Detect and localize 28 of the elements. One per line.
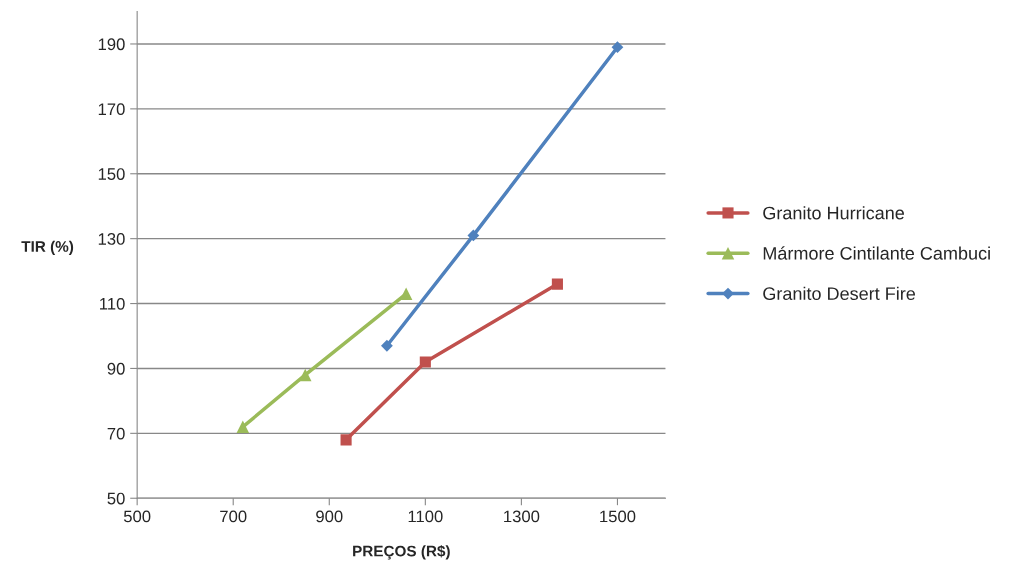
legend-label: Granito Desert Fire bbox=[763, 286, 916, 301]
point bbox=[467, 229, 480, 242]
point bbox=[381, 339, 393, 352]
x-tick-label: 700 bbox=[220, 510, 247, 523]
legend-label: Mármore Cintilante Cambuci bbox=[763, 246, 990, 260]
x-tick-label: 900 bbox=[316, 510, 343, 523]
x-tick-label: 1100 bbox=[408, 510, 443, 523]
point bbox=[551, 278, 563, 290]
y-tick-label: 190 bbox=[98, 38, 125, 51]
point bbox=[611, 41, 624, 54]
y-tick-label: 110 bbox=[100, 297, 125, 310]
y-axis-title: TIR (%) bbox=[21, 240, 74, 255]
point bbox=[236, 420, 250, 434]
point bbox=[419, 356, 431, 368]
x-tick-label: 1500 bbox=[600, 510, 636, 523]
y-tick-label: 170 bbox=[98, 103, 125, 116]
x-tick-label: 500 bbox=[123, 510, 151, 523]
point bbox=[399, 287, 413, 301]
y-tick-label: 150 bbox=[98, 168, 125, 180]
point bbox=[299, 368, 312, 382]
point bbox=[340, 434, 352, 446]
y-tick-label: 70 bbox=[107, 427, 125, 440]
y-tick-label: 130 bbox=[98, 233, 125, 245]
x-tick-label: 1300 bbox=[504, 510, 540, 523]
y-tick-label: 90 bbox=[107, 362, 125, 375]
y-tick-label: 50 bbox=[107, 492, 125, 505]
legend-label: Granito Hurricane bbox=[763, 206, 905, 220]
x-axis-title: PREÇOS (R$) bbox=[353, 545, 450, 560]
